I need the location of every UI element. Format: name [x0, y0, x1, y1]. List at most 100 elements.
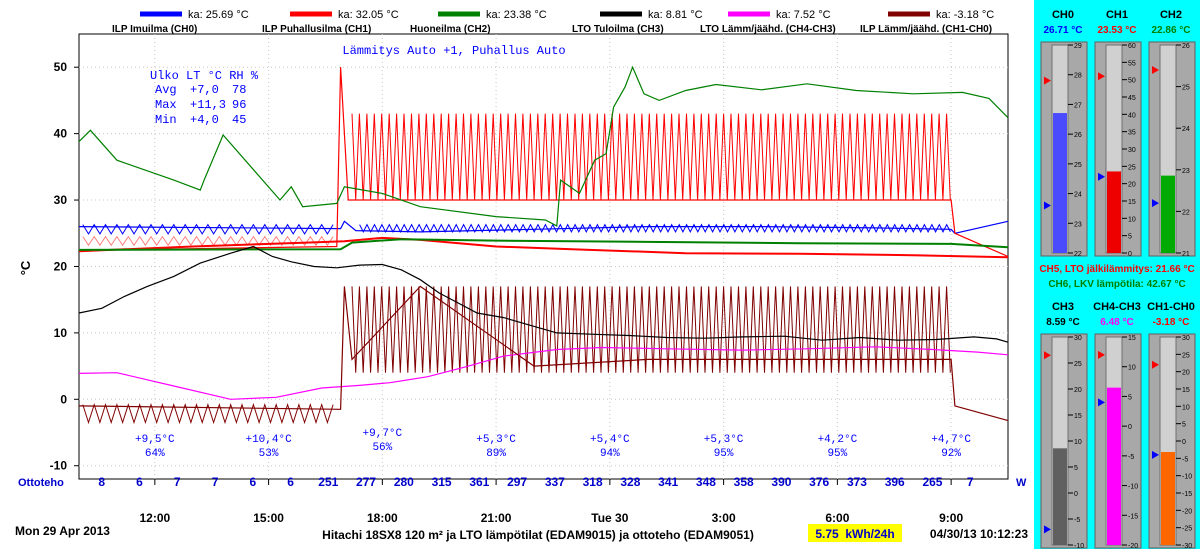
- info-row-label-1: Avg: [155, 83, 177, 97]
- ch5-status: CH5, LTO jälkilämmitys: 21.66 °C: [1039, 264, 1195, 275]
- gauge-value-4: 8.59 °C: [1046, 317, 1079, 328]
- ottoteho-value-18: 358: [734, 475, 754, 489]
- info-box: Lämmitys Auto +1, Puhallus Auto Ulko LT °…: [150, 44, 566, 127]
- legend-name-3: Huoneilma (CH2): [410, 24, 491, 35]
- outdoor-temp-8: +4,7°C: [931, 434, 971, 446]
- ottoteho-value-5: 6: [249, 475, 256, 489]
- ottoteho-value-2: 6: [136, 475, 143, 489]
- outdoor-rh-6: 95%: [714, 448, 734, 460]
- ottoteho-value-6: 6: [287, 475, 294, 489]
- gauge-tick-label-1-1: 29: [1074, 43, 1082, 50]
- gauge-tick-label-3-1: 26: [1182, 43, 1190, 50]
- gauge-tick-label-6-11: -20: [1182, 508, 1192, 515]
- gauge-tick-label-1-6: 24: [1074, 192, 1082, 199]
- y-tick-label-3: 20: [54, 259, 68, 273]
- x-tick-label-6: 6:00: [825, 511, 849, 525]
- y-tick-label-2: 10: [54, 326, 68, 340]
- gauge-tick-label-6-12: -25: [1182, 526, 1192, 533]
- outdoor-rh-8: 92%: [941, 448, 961, 460]
- legend-avg-4: ka: 8.81 °C: [648, 9, 703, 21]
- gauge-tick-label-2-12: 5: [1128, 234, 1132, 241]
- gauge-fill-5: [1107, 387, 1121, 545]
- gauge-tick-label-4-2: 25: [1074, 361, 1082, 368]
- energy-box: [808, 524, 902, 542]
- gauge-tick-label-6-9: -10: [1182, 474, 1192, 481]
- ottoteho-value-7: 251: [318, 475, 338, 489]
- ottoteho-value-22: 396: [885, 475, 905, 489]
- legend-name-1: ILP Imuilma (CH0): [112, 24, 197, 35]
- temperature-chart: ka: 25.69 °C ILP Imuilma (CH0) ka: 32.05 °…: [15, 9, 1028, 542]
- gauge-tick-label-1-2: 28: [1074, 73, 1082, 80]
- gauge-name-6: CH1-CH0: [1147, 301, 1195, 313]
- gauge-tick-label-3-6: 21: [1182, 251, 1190, 258]
- info-row-rh-3: 45: [232, 113, 246, 127]
- ottoteho-value-3: 7: [174, 475, 181, 489]
- y-tick-label-4: 30: [54, 193, 68, 207]
- gauge-tick-label-1-3: 27: [1074, 102, 1082, 109]
- gauge-tick-label-2-4: 45: [1128, 95, 1136, 102]
- gauge-svg: CH0 26.71 °C 29 28 27 26 25 24 23 22 CH1 23.53 °C 60…: [1040, 9, 1196, 549]
- y-tick-label-6: 50: [54, 60, 68, 74]
- series-line-2: [78, 67, 1009, 258]
- gauge-tick-label-6-5: 10: [1182, 404, 1190, 411]
- gauge-fill-6: [1161, 452, 1175, 545]
- series-line-7: [78, 346, 1009, 400]
- outdoor-readings: +9,5°C 64% +10,4°C 53% +9,7°C 56% +5,3°C 89% +5,…: [135, 428, 971, 460]
- series-line-5: [78, 238, 1009, 251]
- chart-title: Hitachi 18SX8 120 m² ja LTO lämpötilat (…: [322, 528, 754, 542]
- series-osc-5: [82, 223, 334, 235]
- y-axis-label: °C: [18, 260, 33, 275]
- plot-frame: [78, 33, 1009, 480]
- gauge-name-3: CH2: [1160, 9, 1182, 21]
- gauge-blue-marker-3: [1152, 199, 1159, 208]
- axes: -10 0 10 20 30 40 50 12:00 15:00 18:00 21:00 Tue 30…: [18, 60, 963, 525]
- gauge-red-marker-3: [1152, 65, 1159, 74]
- y-tick-label-5: 40: [54, 127, 68, 141]
- outdoor-temp-7: +4,2°C: [818, 434, 858, 446]
- ottoteho-value-8: 277: [356, 475, 376, 489]
- x-tick-label-7: 9:00: [939, 511, 963, 525]
- ch6-status: CH6, LKV lämpötila: 42.67 °C: [1048, 279, 1186, 290]
- gauge-value-6: -3.18 °C: [1153, 317, 1190, 328]
- gauge-value-2: 23.53 °C: [1097, 25, 1136, 36]
- gauge-tick-label-4-9: -10: [1074, 543, 1084, 549]
- gauge-tick-label-5-7: -15: [1128, 513, 1138, 520]
- legend: ka: 25.69 °C ILP Imuilma (CH0) ka: 32.05 °…: [112, 9, 994, 35]
- outdoor-rh-4: 89%: [486, 448, 506, 460]
- legend-avg-2: ka: 32.05 °C: [338, 9, 399, 21]
- energy-label: 5.75 kWh/24h: [815, 527, 894, 541]
- outdoor-temp-2: +10,4°C: [245, 434, 292, 446]
- gauge-tick-label-6-4: 15: [1182, 387, 1190, 394]
- gauge-fill-3: [1161, 175, 1175, 253]
- gauge-value-1: 26.71 °C: [1043, 25, 1082, 36]
- gauge-fill-4: [1053, 448, 1067, 545]
- gauge-tick-label-2-8: 25: [1128, 164, 1136, 171]
- gauge-blue-marker-4: [1044, 525, 1051, 534]
- gauge-tick-label-5-4: 0: [1128, 424, 1132, 431]
- ottoteho-value-20: 376: [809, 475, 829, 489]
- gauge-tick-label-4-5: 10: [1074, 439, 1082, 446]
- legend-name-5: LTO Lämm/jäähd. (CH4-CH3): [700, 24, 836, 35]
- ottoteho-unit: W: [1016, 477, 1027, 489]
- x-tick-label-0: 12:00: [139, 511, 170, 525]
- ottoteho-value-17: 348: [696, 475, 716, 489]
- gauge-value-5: 6.48 °C: [1100, 317, 1133, 328]
- gauge-tick-label-4-7: 0: [1074, 491, 1078, 498]
- outdoor-temp-1: +9,5°C: [135, 434, 175, 446]
- outdoor-rh-2: 53%: [259, 448, 279, 460]
- gauge-name-1: CH0: [1052, 9, 1074, 21]
- ottoteho-value-4: 7: [212, 475, 219, 489]
- x-tick-label-1: 15:00: [253, 511, 284, 525]
- info-row-temp-2: +11,3: [190, 98, 226, 112]
- outdoor-temp-6: +5,3°C: [704, 434, 744, 446]
- gauge-tick-label-2-3: 50: [1128, 78, 1136, 85]
- gauge-tick-label-1-7: 23: [1074, 221, 1082, 228]
- info-title: Lämmitys Auto +1, Puhallus Auto: [342, 44, 565, 58]
- ottoteho-value-24: 7: [967, 475, 974, 489]
- ottoteho-value-9: 280: [394, 475, 414, 489]
- ottoteho-value-1: 8: [98, 475, 105, 489]
- gauge-tick-label-5-3: 5: [1128, 394, 1132, 401]
- gauge-tick-label-3-4: 23: [1182, 168, 1190, 175]
- gauge-tick-label-6-10: -15: [1182, 491, 1192, 498]
- gauge-blue-marker-2: [1098, 172, 1105, 181]
